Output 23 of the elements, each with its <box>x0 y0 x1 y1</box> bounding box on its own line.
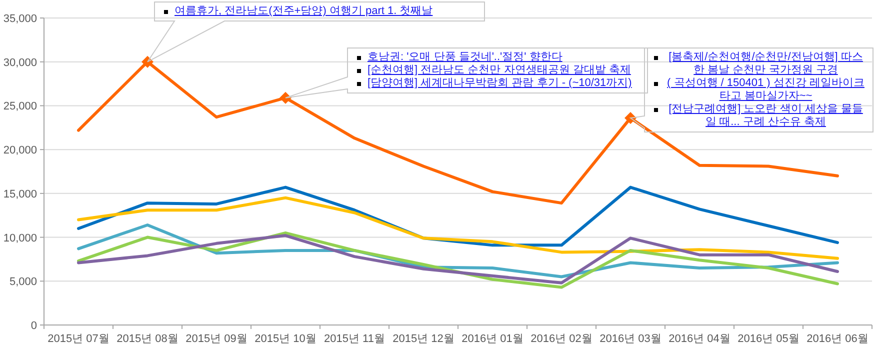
y-tick-label: 35,000 <box>3 13 37 25</box>
x-tick-label: 2015년 08월 <box>116 333 178 345</box>
x-tick-label: 2016년 02월 <box>530 333 592 345</box>
x-tick-label: 2015년 11월 <box>324 333 385 345</box>
y-tick-label: 20,000 <box>3 144 37 157</box>
y-tick-label: 5,000 <box>9 276 37 288</box>
y-tick-label: 15,000 <box>3 188 37 200</box>
y-tick-label: 10,000 <box>3 232 37 244</box>
y-tick-label: 25,000 <box>3 100 37 113</box>
x-tick-label: 2016년 06월 <box>806 333 868 345</box>
x-tick-label: 2016년 05월 <box>738 333 800 345</box>
x-tick-label: 2016년 01월 <box>462 333 524 345</box>
x-tick-label: 2015년 07월 <box>48 333 110 345</box>
x-tick-label: 2015년 12월 <box>392 333 454 345</box>
x-tick-label: 2016년 04월 <box>668 333 730 345</box>
x-tick-label: 2015년 09월 <box>186 333 248 345</box>
x-tick-label: 2016년 03월 <box>600 333 662 345</box>
y-tick-label: 30,000 <box>3 56 37 69</box>
text: 여름휴가, 전라남도(전주+담양) 여행기 part 1. 첫째날 <box>174 5 433 17</box>
annotation: [봄축제/순천여행/순천만/전남여행] 따스한 봄날 순천만 국가정원 구경 ( 곡성여행 / 150401 ) 섬진강 레일바이크타고 봄마실가자~~ [전남구례여행] 노오란 색이 세상을 물들일 때... 구례 산수유 축제 <box>667 51 864 128</box>
x-tick-label: 2015년 10월 <box>254 333 316 345</box>
y-tick-label: 0 <box>30 320 37 332</box>
line-series <box>77 196 839 260</box>
